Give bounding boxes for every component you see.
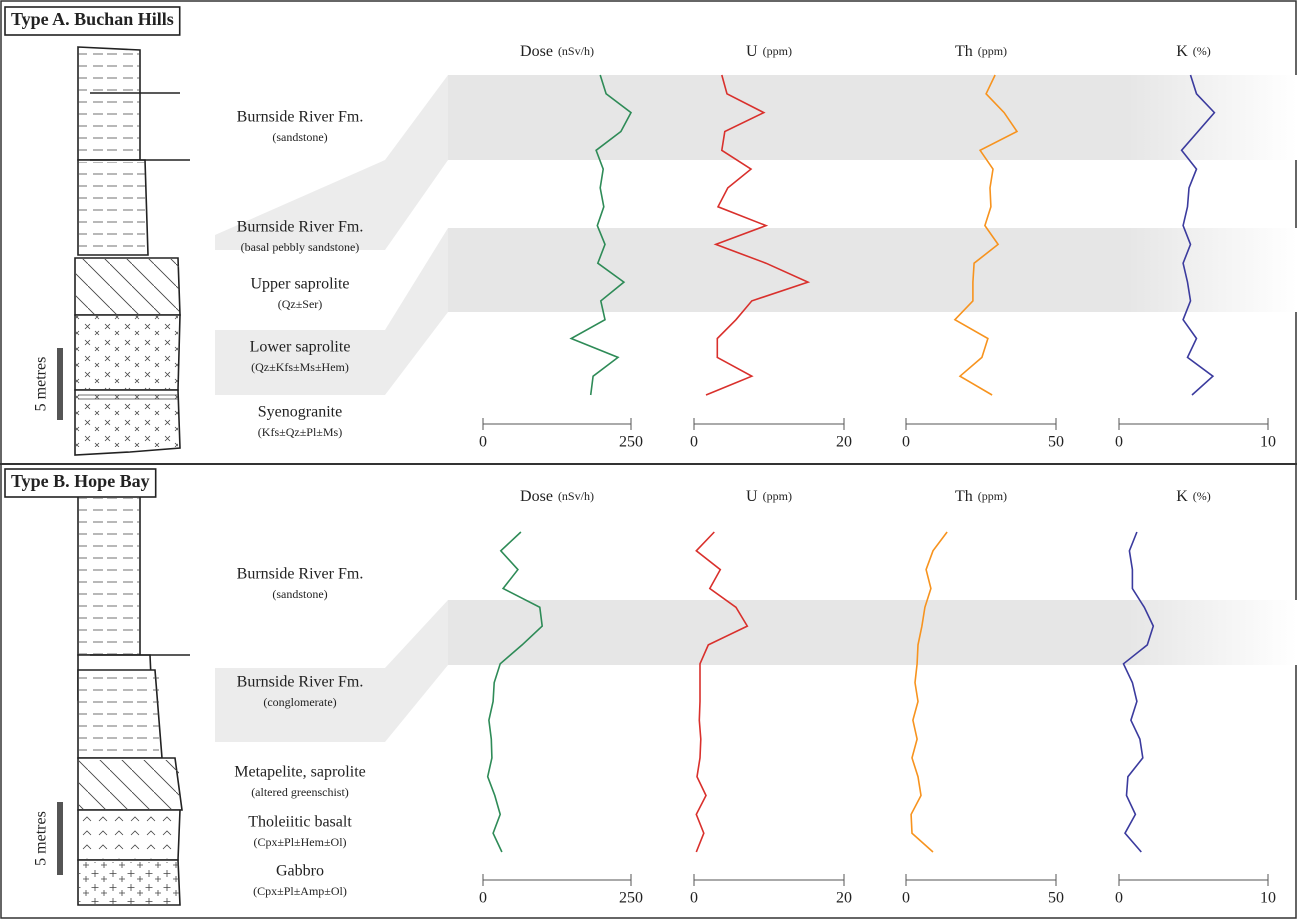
chart-title: K (%) [1176, 488, 1211, 505]
layer-name: Burnside River Fm. [237, 674, 364, 691]
x-tick-label: 0 [902, 434, 910, 451]
chart-title-text: U [746, 488, 758, 505]
layer-detail: (Qz±Kfs±Ms±Hem) [251, 360, 349, 374]
profile-line [911, 532, 947, 852]
layer-name: Metapelite, saprolite [234, 764, 366, 781]
x-tick-label: 0 [1115, 434, 1123, 451]
chart-unit: (nSv/h) [558, 44, 594, 58]
chart-title-text: U [746, 43, 758, 60]
layer-detail: (basal pebbly sandstone) [241, 240, 360, 254]
x-tick-label: 0 [690, 890, 698, 907]
bands [215, 75, 1297, 742]
profile-line [488, 532, 543, 852]
chart-title: Th (ppm) [955, 43, 1007, 60]
profile-line [1124, 532, 1154, 852]
chart-unit: (%) [1193, 489, 1211, 503]
layer-detail: (Kfs±Qz±Pl±Ms) [258, 425, 342, 439]
x-tick-label: 0 [690, 434, 698, 451]
chart-title-text: Dose [520, 43, 553, 60]
x-tick-label: 50 [1048, 434, 1064, 451]
panel-title: Type A. Buchan Hills [11, 9, 174, 29]
x-tick-label: 0 [479, 890, 487, 907]
chart-title-text: Th [955, 43, 973, 60]
chart-title-text: Dose [520, 488, 553, 505]
x-tick-label: 0 [479, 434, 487, 451]
chart-title: Dose (nSv/h) [520, 43, 594, 60]
chart-title-text: K [1176, 43, 1188, 60]
chart-title: U (ppm) [746, 488, 792, 505]
layer-detail: (sandstone) [272, 130, 327, 144]
chart-title-text: Th [955, 488, 973, 505]
layer-name: Syenogranite [258, 404, 342, 421]
layer-name: Burnside River Fm. [237, 219, 364, 236]
layer-detail: (sandstone) [272, 587, 327, 601]
x-tick-label: 20 [836, 434, 852, 451]
chart-unit: (ppm) [978, 44, 1007, 58]
chart-unit: (ppm) [763, 44, 792, 58]
chart-title-text: K [1176, 488, 1188, 505]
chart-unit: (ppm) [978, 489, 1007, 503]
layer-name: Tholeiitic basalt [248, 814, 352, 831]
chart-title: Dose (nSv/h) [520, 488, 594, 505]
chart-unit: (%) [1193, 44, 1211, 58]
layer-detail: (Cpx±Pl±Amp±Ol) [253, 884, 347, 898]
chart-unit: (nSv/h) [558, 489, 594, 503]
x-tick-label: 0 [902, 890, 910, 907]
chart-title: U (ppm) [746, 43, 792, 60]
layer-detail: (Cpx±Pl±Hem±Ol) [253, 835, 346, 849]
x-tick-label: 250 [619, 890, 643, 907]
layer-name: Burnside River Fm. [237, 566, 364, 583]
scale-bar [57, 802, 63, 875]
layer-name: Burnside River Fm. [237, 109, 364, 126]
x-tick-label: 10 [1260, 434, 1276, 451]
figure: Type A. Buchan Hills 5 metres Burnside Riv… [0, 0, 1297, 919]
scale-label: 5 metres [33, 357, 50, 412]
x-tick-label: 250 [619, 434, 643, 451]
layer-name: Gabbro [276, 863, 324, 880]
layer-detail: (altered greenschist) [251, 785, 349, 799]
scale-label: 5 metres [33, 811, 50, 866]
scale-bar [57, 348, 63, 420]
layer-name: Upper saprolite [250, 276, 349, 293]
strat-column-a [75, 47, 190, 455]
x-tick-label: 20 [836, 890, 852, 907]
chart-title: K (%) [1176, 43, 1211, 60]
chart-unit: (ppm) [763, 489, 792, 503]
x-tick-label: 0 [1115, 890, 1123, 907]
chart-title: Th (ppm) [955, 488, 1007, 505]
layer-detail: (conglomerate) [263, 695, 336, 709]
profile-line [696, 532, 747, 852]
x-tick-label: 10 [1260, 890, 1276, 907]
strat-column-b [78, 492, 190, 905]
panel-title: Type B. Hope Bay [11, 471, 150, 491]
x-tick-label: 50 [1048, 890, 1064, 907]
layer-detail: (Qz±Ser) [278, 297, 323, 311]
layer-name: Lower saprolite [250, 339, 351, 356]
